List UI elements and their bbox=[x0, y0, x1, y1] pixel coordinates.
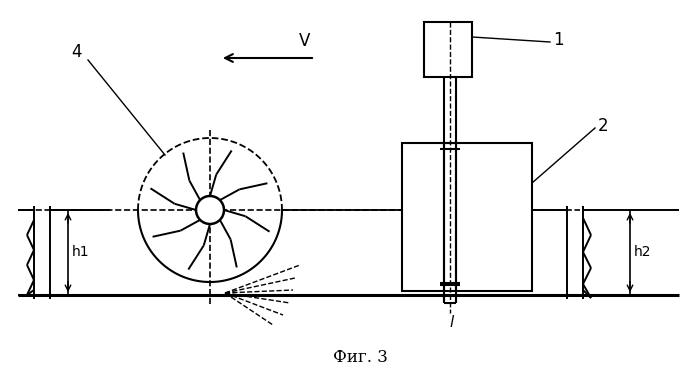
Text: V: V bbox=[298, 32, 310, 50]
Text: 1: 1 bbox=[553, 31, 563, 49]
Bar bbox=[402, 143, 532, 291]
Text: Фиг. 3: Фиг. 3 bbox=[333, 350, 387, 367]
Bar bbox=[424, 22, 472, 77]
Text: h2: h2 bbox=[634, 246, 651, 260]
Circle shape bbox=[196, 196, 224, 224]
Text: 4: 4 bbox=[71, 43, 82, 61]
Text: h1: h1 bbox=[72, 246, 89, 260]
Text: l: l bbox=[450, 315, 454, 330]
Text: 2: 2 bbox=[598, 117, 609, 135]
